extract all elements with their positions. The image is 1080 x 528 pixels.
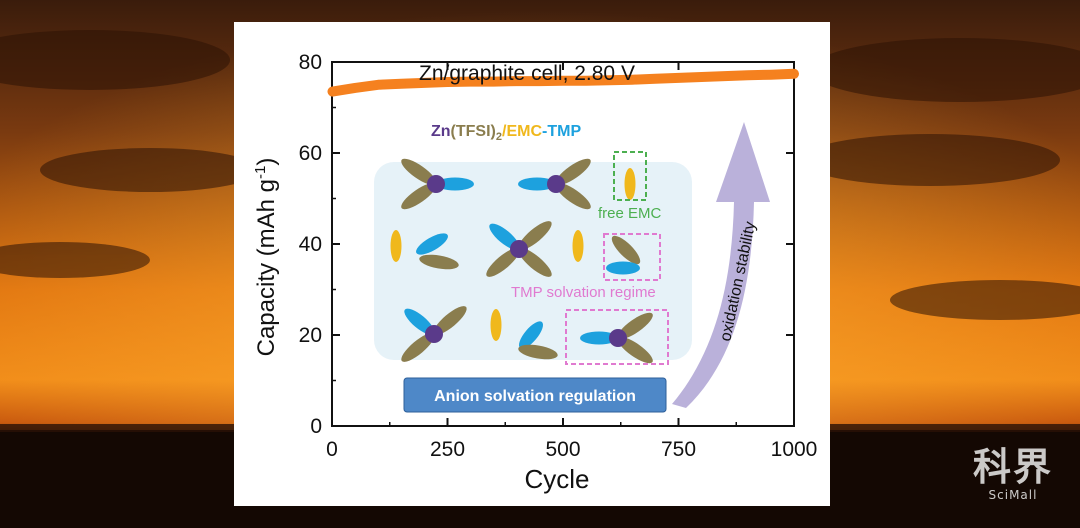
formula-formula_tmp: TMP — [547, 123, 581, 140]
zn-solvation-cluster — [580, 312, 653, 364]
capacity-data-point — [766, 70, 776, 80]
chart-axes: 0 250 500 750 1000 0 20 40 60 80 — [299, 51, 818, 461]
zn-solvation-cluster — [518, 158, 591, 210]
capacity-data-point — [674, 73, 683, 83]
x-tick-label: 250 — [430, 438, 465, 461]
zn-ion — [547, 175, 565, 193]
capacity-data-point — [512, 76, 522, 86]
tfsi-anion — [433, 306, 467, 335]
watermark-english: SciMall — [988, 488, 1038, 502]
capacity-chart: Zn(TFSI)2/EMC-TMP free EMC TMP solvation r… — [252, 51, 818, 494]
emc-molecule — [624, 168, 636, 200]
tmp-molecule — [518, 321, 544, 349]
capacity-data-point — [604, 75, 614, 85]
capacity-data-point — [581, 76, 591, 86]
capacity-data-point — [466, 77, 476, 87]
x-tick-label: 1000 — [771, 438, 818, 461]
formula-formula_slash: / — [502, 123, 507, 140]
oxidation-arrow-label: oxidation stability — [717, 220, 759, 343]
zn-solvation-cluster — [486, 221, 552, 277]
x-tick-label: 500 — [545, 438, 580, 461]
capacity-data-point — [350, 83, 360, 93]
x-tick-label: 750 — [661, 438, 696, 461]
oxidation-arrow — [672, 122, 770, 408]
zn-ion — [427, 175, 445, 193]
tfsi-anion — [617, 336, 653, 364]
chart-title: Zn/graphite cell, 2.80 V — [419, 62, 635, 85]
figure-panel: Zn(TFSI)2/EMC-TMP free EMC TMP solvation r… — [234, 22, 830, 506]
capacity-data-point — [327, 87, 337, 97]
x-axis-label: Cycle — [524, 464, 589, 494]
emc-molecule — [390, 230, 402, 262]
tmp-molecule — [518, 177, 556, 191]
x-tick-label: 0 — [326, 438, 338, 461]
capacity-data-point — [535, 76, 545, 86]
y-tick-label: 60 — [299, 142, 322, 165]
formula-formula_tfsi: (TFSI) — [451, 123, 496, 140]
banner-box — [403, 377, 667, 413]
formula-formula_zn: Zn — [431, 123, 451, 140]
tfsi-anion — [518, 221, 552, 250]
emc-molecule — [490, 309, 502, 341]
zn-ion — [609, 329, 627, 347]
tmp-molecule — [606, 261, 640, 275]
zn-solvation-cluster — [401, 158, 474, 210]
capacity-data-point — [720, 71, 730, 81]
capacity-data-point — [558, 76, 568, 86]
cloud-shapes — [0, 30, 1080, 320]
capacity-data-point — [627, 75, 637, 85]
capacity-data-point — [697, 72, 707, 82]
y-tick-label: 40 — [299, 233, 322, 256]
tfsi-anion — [611, 235, 641, 265]
tfsi-anion — [555, 158, 591, 186]
capacity-data-point — [743, 70, 753, 80]
tfsi-anion — [419, 254, 459, 270]
watermark-chinese: 科界 — [972, 444, 1053, 489]
zn-solvation-cluster — [401, 306, 467, 362]
tfsi-anion — [401, 333, 435, 362]
series-layer — [327, 68, 799, 97]
electrolyte-formula: Zn(TFSI)2/EMC-TMP — [431, 123, 581, 143]
tfsi-anion — [486, 248, 520, 277]
tfsi-anion — [555, 182, 591, 210]
tmp-molecule — [416, 233, 448, 255]
solvation-inset: Zn(TFSI)2/EMC-TMP free EMC TMP solvation r… — [374, 122, 770, 413]
formula-formula_emc: EMC — [506, 123, 542, 140]
y-tick-label: 20 — [299, 324, 322, 347]
y-axis-label-main: Capacity (mAh g — [253, 179, 280, 356]
capacity-data-point — [396, 79, 406, 89]
y-axis-label-sup: -1 — [252, 166, 269, 179]
tfsi-anion — [518, 248, 552, 277]
y-axis-label: Capacity (mAh g-1) — [252, 158, 280, 357]
tmp-regime-box-2 — [565, 309, 669, 365]
zn-ion — [425, 325, 443, 343]
tmp-molecule — [436, 177, 474, 191]
scimall-watermark: 科界 SciMall — [968, 444, 1058, 503]
tfsi-anion — [518, 344, 558, 360]
capacity-data-point — [789, 69, 799, 79]
formula-formula_dash: - — [542, 123, 547, 140]
tmp-regime-label: TMP solvation regime — [511, 284, 656, 301]
formula-formula_sub: 2 — [496, 131, 502, 143]
tmp-regime-box — [603, 233, 661, 281]
capacity-data-point — [373, 80, 383, 90]
tfsi-anion — [617, 312, 653, 340]
emc-molecule — [572, 230, 584, 262]
tfsi-anion — [401, 182, 437, 210]
capacity-data-point — [443, 77, 452, 87]
y-axis-label-close: ) — [253, 158, 280, 166]
free-emc-box — [613, 151, 647, 201]
capacity-data-point — [650, 74, 660, 84]
capacity-data-point — [419, 78, 429, 88]
capacity-data-point — [489, 77, 499, 87]
tmp-molecule — [580, 331, 618, 345]
tfsi-anion — [401, 158, 437, 186]
zn-ion — [510, 240, 528, 258]
banner-label: Anion solvation regulation — [434, 388, 636, 405]
y-tick-label: 0 — [310, 415, 322, 438]
y-tick-label: 80 — [299, 51, 322, 74]
free-emc-label: free EMC — [598, 205, 662, 222]
